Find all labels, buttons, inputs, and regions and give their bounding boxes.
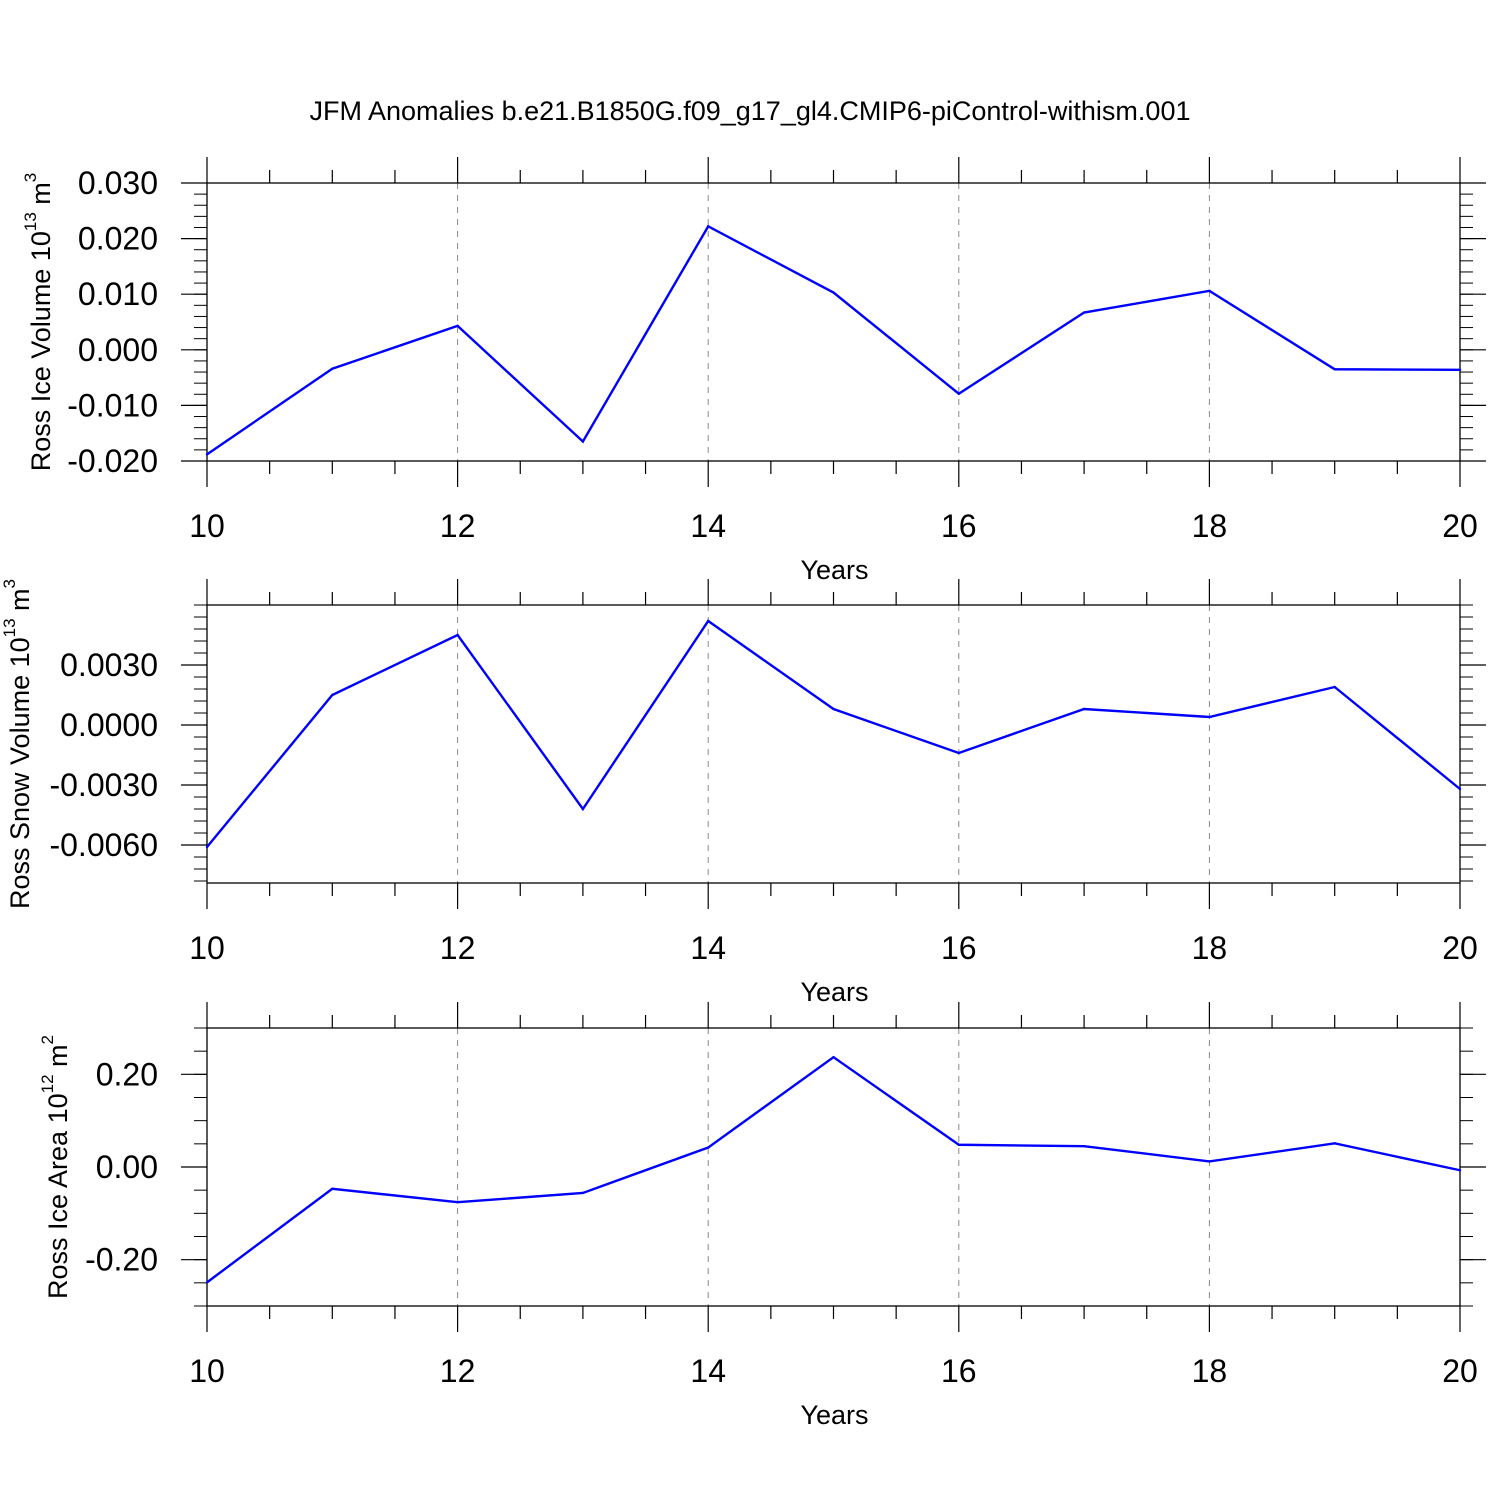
panels: 10 12 14 16 18 20 0.030 0.020 0.010 0.000 -0.010 -0… xyxy=(0,157,1486,1430)
y-tick-label: -0.20 xyxy=(85,1242,158,1278)
data-point xyxy=(832,1055,835,1059)
x-tick-label: 12 xyxy=(440,930,476,966)
data-point xyxy=(1458,368,1462,372)
y-tick-label: 0.0030 xyxy=(60,647,158,683)
data-point xyxy=(1082,707,1086,711)
panel-1: 10 12 14 16 18 20 0.030 0.020 0.010 0.000 -0.010 -0… xyxy=(21,157,1486,585)
x-tick-label: 16 xyxy=(941,1353,977,1389)
y-tick-label: 0.010 xyxy=(78,276,158,312)
data-point xyxy=(205,845,209,849)
data-point xyxy=(1333,1142,1336,1145)
data-point xyxy=(707,619,710,623)
y-tick-label: 0.030 xyxy=(78,165,158,201)
data-point xyxy=(957,751,960,755)
data-point xyxy=(331,693,334,697)
x-tick-label: 10 xyxy=(189,508,225,544)
y-tick-label: 0.000 xyxy=(78,332,158,368)
y-tick-label: -0.020 xyxy=(67,443,158,479)
x-tick-label: 12 xyxy=(440,1353,476,1389)
y-tick-label: -0.0060 xyxy=(49,827,158,863)
data-point xyxy=(581,807,585,811)
x-tick-label: 14 xyxy=(690,508,726,544)
data-point xyxy=(1333,368,1336,371)
figure-title: JFM Anomalies b.e21.B1850G.f09_g17_gl4.C… xyxy=(310,96,1191,126)
data-point xyxy=(1458,1169,1462,1172)
data-point xyxy=(581,440,585,443)
data-point xyxy=(456,633,459,637)
y-tick-label: -0.010 xyxy=(67,387,158,423)
y-axis-title-exponent: 13 xyxy=(0,618,19,637)
y-axis-title-exponent: 13 xyxy=(21,212,40,231)
x-tick-label: 10 xyxy=(189,1353,225,1389)
y-axis-title-text: Ross Ice Area 10 xyxy=(43,1093,73,1299)
data-point xyxy=(707,1146,710,1149)
data-point xyxy=(832,707,835,711)
y-tick-label: 0.020 xyxy=(78,221,158,257)
x-tick-label: 16 xyxy=(941,930,977,966)
y-axis-title: Ross Ice Area 1012 m2 xyxy=(38,1035,73,1299)
data-point xyxy=(331,1187,334,1190)
data-point xyxy=(331,367,334,370)
y-axis-title-unit: m xyxy=(26,182,56,212)
y-axis-title-text: Ross Ice Volume 10 xyxy=(26,231,56,471)
x-tick-label: 20 xyxy=(1442,930,1478,966)
y-tick-label: 0.0000 xyxy=(60,707,158,743)
data-point xyxy=(205,453,209,456)
panel-3: 10 12 14 16 18 20 0.20 0.00 -0.20 Years Ross Ice A… xyxy=(38,1002,1486,1430)
x-tick-label: 14 xyxy=(690,1353,726,1389)
data-point xyxy=(957,1143,960,1146)
data-point xyxy=(1208,289,1211,293)
y-axis-title-unit-exponent: 3 xyxy=(0,579,19,588)
data-point xyxy=(1458,787,1462,791)
x-tick-label: 16 xyxy=(941,508,977,544)
y-axis-title: Ross Ice Volume 1013 m3 xyxy=(21,173,56,472)
data-point xyxy=(1082,311,1086,314)
x-tick-label: 18 xyxy=(1192,508,1228,544)
y-tick-label: 0.20 xyxy=(96,1056,158,1092)
y-axis-title: Ross Snow Volume 1013 m3 xyxy=(0,579,35,909)
x-tick-label: 10 xyxy=(189,930,225,966)
y-tick-label: 0.00 xyxy=(96,1149,158,1185)
data-point xyxy=(581,1191,585,1195)
x-tick-label: 18 xyxy=(1192,1353,1228,1389)
x-tick-label: 20 xyxy=(1442,1353,1478,1389)
data-point xyxy=(957,392,960,395)
x-tick-label: 18 xyxy=(1192,930,1228,966)
y-axis-title-unit: m xyxy=(43,1044,73,1074)
data-point xyxy=(205,1281,209,1284)
y-axis-title-text: Ross Snow Volume 10 xyxy=(5,637,35,909)
y-axis-title-unit-exponent: 2 xyxy=(38,1035,57,1044)
data-point xyxy=(1333,685,1336,689)
panel-2: 10 12 14 16 18 20 0.0030 0.0000 -0.0030 -0.0060 Ye… xyxy=(0,579,1486,1007)
x-tick-label: 12 xyxy=(440,508,476,544)
data-point xyxy=(1208,715,1211,719)
data-point xyxy=(1082,1144,1086,1148)
y-axis-title-exponent: 12 xyxy=(38,1074,57,1093)
x-axis-title: Years xyxy=(800,555,868,585)
data-point xyxy=(456,1201,459,1204)
data-point xyxy=(456,324,459,328)
x-axis-title: Years xyxy=(800,977,868,1007)
x-axis-title: Years xyxy=(800,1400,868,1430)
y-tick-label: -0.0030 xyxy=(49,767,158,803)
x-tick-label: 20 xyxy=(1442,508,1478,544)
y-axis-title-unit: m xyxy=(5,588,35,618)
y-axis-title-unit-exponent: 3 xyxy=(21,173,40,182)
x-tick-label: 14 xyxy=(690,930,726,966)
data-point xyxy=(707,225,710,228)
data-point xyxy=(832,291,835,294)
data-point xyxy=(1208,1160,1211,1163)
